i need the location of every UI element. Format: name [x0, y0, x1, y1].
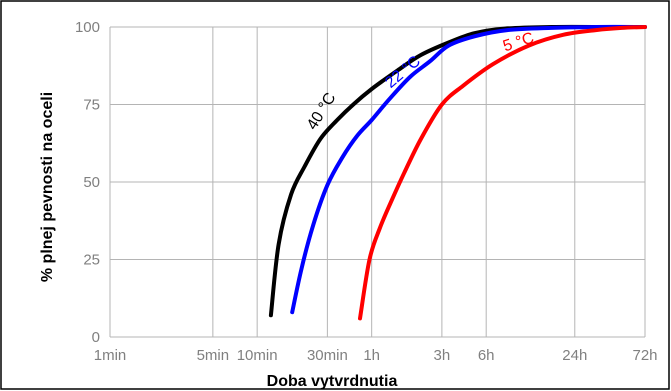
x-tick-label: 6h [478, 347, 495, 364]
x-axis-title: Doba vytvrdnutia [267, 373, 398, 390]
x-tick-labels: 1min 5min 10min 30min 1h 3h 6h 24h 72h [94, 347, 658, 364]
y-tick-labels: 0 25 50 75 100 [75, 19, 100, 346]
x-tick-label: 10min [237, 347, 278, 364]
x-tick-label: 30min [307, 347, 348, 364]
y-tick-label: 50 [83, 174, 100, 191]
series-line-22c [290, 24, 647, 315]
y-axis-title: % plnej pevnosti na oceli [39, 92, 56, 282]
series-line-5c [358, 25, 647, 321]
y-tick-label: 0 [92, 329, 100, 346]
x-tick-label: 5min [197, 347, 230, 364]
y-tick-label: 75 [83, 97, 100, 114]
y-tick-label: 100 [75, 19, 100, 36]
series-lines [268, 24, 647, 321]
x-tick-label: 72h [632, 347, 657, 364]
x-tick-label: 1min [94, 347, 127, 364]
x-tick-label: 1h [363, 347, 380, 364]
y-tick-label: 25 [83, 252, 100, 269]
x-tick-label: 3h [434, 347, 451, 364]
x-tick-label: 24h [562, 347, 587, 364]
